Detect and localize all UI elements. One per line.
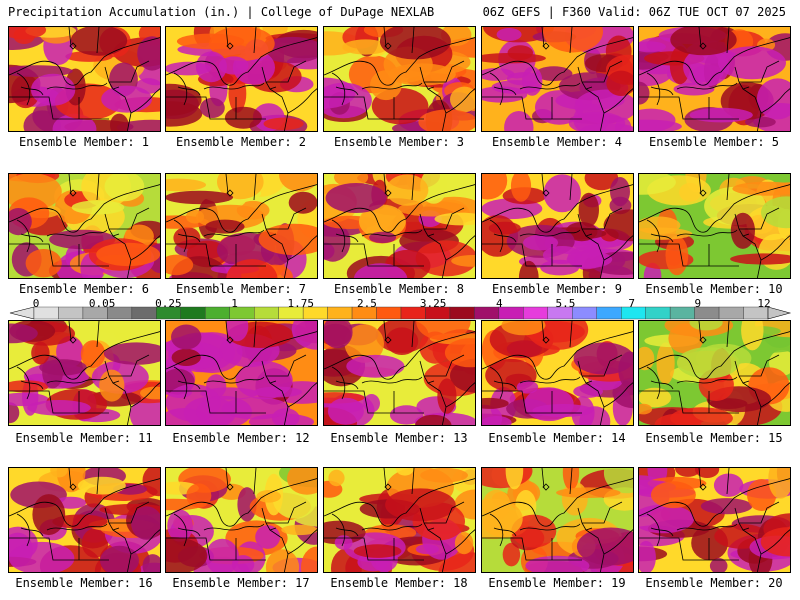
ensemble-map-panel bbox=[323, 26, 476, 132]
ensemble-map-panel bbox=[481, 26, 634, 132]
ensemble-member-caption: Ensemble Member: 6 bbox=[18, 282, 150, 296]
precip-map bbox=[482, 174, 633, 278]
ensemble-member-caption: Ensemble Member: 5 bbox=[648, 135, 780, 149]
ensemble-map-panel bbox=[638, 467, 791, 573]
ensemble-map-panel bbox=[165, 320, 318, 426]
ensemble-member-caption: Ensemble Member: 15 bbox=[645, 431, 783, 445]
precip-map bbox=[639, 321, 790, 425]
precip-map bbox=[482, 468, 633, 572]
colorbar-tick-label: 1.75 bbox=[287, 297, 314, 310]
precip-map bbox=[639, 468, 790, 572]
ensemble-map-panel bbox=[481, 320, 634, 426]
ensemble-member-caption: Ensemble Member: 1 bbox=[18, 135, 150, 149]
precip-colorbar bbox=[9, 306, 792, 320]
colorbar-tick-label: 2.5 bbox=[356, 297, 377, 310]
ensemble-map-panel bbox=[638, 173, 791, 279]
ensemble-member-caption: Ensemble Member: 3 bbox=[333, 135, 465, 149]
ensemble-member-caption: Ensemble Member: 14 bbox=[488, 431, 626, 445]
precip-map bbox=[324, 174, 475, 278]
colorbar-min-arrow bbox=[9, 306, 35, 320]
colorbar-segment bbox=[327, 306, 353, 320]
precip-map bbox=[639, 174, 790, 278]
colorbar-tick-label: 1 bbox=[231, 297, 238, 310]
ensemble-map-panel bbox=[165, 467, 318, 573]
ensemble-map-panel bbox=[323, 467, 476, 573]
ensemble-member-caption: Ensemble Member: 8 bbox=[333, 282, 465, 296]
colorbar-tick-label: 3.25 bbox=[419, 297, 447, 310]
precip-map bbox=[9, 27, 160, 131]
ensemble-member-caption: Ensemble Member: 11 bbox=[15, 431, 153, 445]
ensemble-map-panel bbox=[638, 26, 791, 132]
colorbar-segment bbox=[669, 306, 695, 320]
colorbar-segment bbox=[131, 306, 157, 320]
ensemble-member-caption: Ensemble Member: 19 bbox=[488, 576, 626, 590]
colorbar-segment bbox=[718, 306, 744, 320]
colorbar-tick-label: 12 bbox=[757, 297, 771, 310]
colorbar-tick-label: 0 bbox=[32, 297, 40, 310]
colorbar-segment bbox=[253, 306, 279, 320]
colorbar-tick-label: 5.5 bbox=[555, 297, 576, 310]
precip-map bbox=[166, 468, 317, 572]
ensemble-member-caption: Ensemble Member: 4 bbox=[491, 135, 623, 149]
ensemble-map-panel bbox=[8, 26, 161, 132]
colorbar-segment bbox=[376, 306, 402, 320]
ensemble-member-caption: Ensemble Member: 7 bbox=[175, 282, 307, 296]
ensemble-map-panel bbox=[481, 173, 634, 279]
colorbar-segment bbox=[523, 306, 549, 320]
colorbar-tick-label: 7 bbox=[628, 297, 635, 310]
ensemble-member-caption: Ensemble Member: 20 bbox=[645, 576, 783, 590]
ensemble-member-caption: Ensemble Member: 9 bbox=[491, 282, 623, 296]
precip-map bbox=[9, 468, 160, 572]
precip-map bbox=[482, 27, 633, 131]
precip-map bbox=[639, 27, 790, 131]
ensemble-map-panel bbox=[638, 320, 791, 426]
colorbar-segment bbox=[449, 306, 475, 320]
precip-map bbox=[324, 468, 475, 572]
colorbar-segment bbox=[180, 306, 206, 320]
colorbar-tick-label: 0.05 bbox=[88, 297, 116, 310]
ensemble-member-caption: Ensemble Member: 2 bbox=[175, 135, 307, 149]
colorbar-segment bbox=[58, 306, 84, 320]
precip-map bbox=[482, 321, 633, 425]
run-valid-time: 06Z GEFS | F360 Valid: 06Z TUE OCT 07 20… bbox=[482, 5, 786, 19]
ensemble-map-panel bbox=[481, 467, 634, 573]
colorbar-segment bbox=[645, 306, 671, 320]
colorbar-tick-label: 0.25 bbox=[155, 297, 182, 310]
ensemble-map-panel bbox=[8, 320, 161, 426]
ensemble-map-panel bbox=[323, 173, 476, 279]
ensemble-map-panel bbox=[165, 173, 318, 279]
ensemble-member-caption: Ensemble Member: 18 bbox=[330, 576, 468, 590]
precip-map bbox=[9, 321, 160, 425]
precip-map bbox=[324, 27, 475, 131]
ensemble-map-panel bbox=[165, 26, 318, 132]
precip-map bbox=[166, 321, 317, 425]
ensemble-member-caption: Ensemble Member: 10 bbox=[645, 282, 783, 296]
colorbar-max-arrow bbox=[767, 306, 792, 320]
ensemble-map-panel bbox=[8, 173, 161, 279]
ensemble-member-caption: Ensemble Member: 17 bbox=[172, 576, 310, 590]
ensemble-map-panel bbox=[323, 320, 476, 426]
colorbar-segment bbox=[572, 306, 597, 320]
ensemble-member-caption: Ensemble Member: 13 bbox=[330, 431, 468, 445]
precip-map bbox=[324, 321, 475, 425]
colorbar-tick-label: 4 bbox=[495, 297, 503, 310]
ensemble-member-caption: Ensemble Member: 12 bbox=[172, 431, 310, 445]
colorbar-tick-label: 9 bbox=[694, 297, 702, 310]
precip-map bbox=[166, 27, 317, 131]
ensemble-map-panel bbox=[8, 467, 161, 573]
precip-map bbox=[166, 174, 317, 278]
colorbar-segment bbox=[596, 306, 622, 320]
chart-title: Precipitation Accumulation (in.) | Colle… bbox=[8, 5, 435, 19]
precip-map bbox=[9, 174, 160, 278]
colorbar-segment bbox=[205, 306, 230, 320]
ensemble-member-caption: Ensemble Member: 16 bbox=[15, 576, 153, 590]
